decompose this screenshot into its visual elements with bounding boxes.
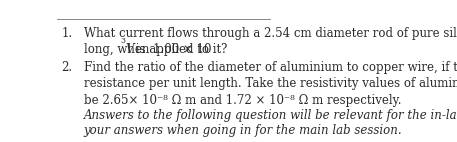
Text: long, when 1.00 × 10: long, when 1.00 × 10 [84, 43, 211, 56]
Text: 3: 3 [121, 37, 126, 45]
Text: Answers to the following question will be relevant for the in-labs. Please note: Answers to the following question will b… [84, 109, 457, 122]
Text: resistance per unit length. Take the resistivity values of aluminium and copper : resistance per unit length. Take the res… [84, 77, 457, 90]
Text: What current flows through a 2.54 cm diameter rod of pure silicon that is 20.0 c: What current flows through a 2.54 cm dia… [84, 27, 457, 40]
Text: be 2.65× 10⁻⁸ Ω m and 1.72 × 10⁻⁸ Ω m respectively.: be 2.65× 10⁻⁸ Ω m and 1.72 × 10⁻⁸ Ω m re… [84, 94, 401, 107]
Text: Find the ratio of the diameter of aluminium to copper wire, if they have the sam: Find the ratio of the diameter of alumin… [84, 61, 457, 74]
Text: 1.: 1. [61, 27, 73, 40]
Text: your answers when going in for the main lab session.: your answers when going in for the main … [84, 124, 402, 137]
Text: V: V [125, 43, 133, 56]
Text: is applied to it?: is applied to it? [132, 43, 227, 56]
Text: 2.: 2. [61, 61, 73, 74]
